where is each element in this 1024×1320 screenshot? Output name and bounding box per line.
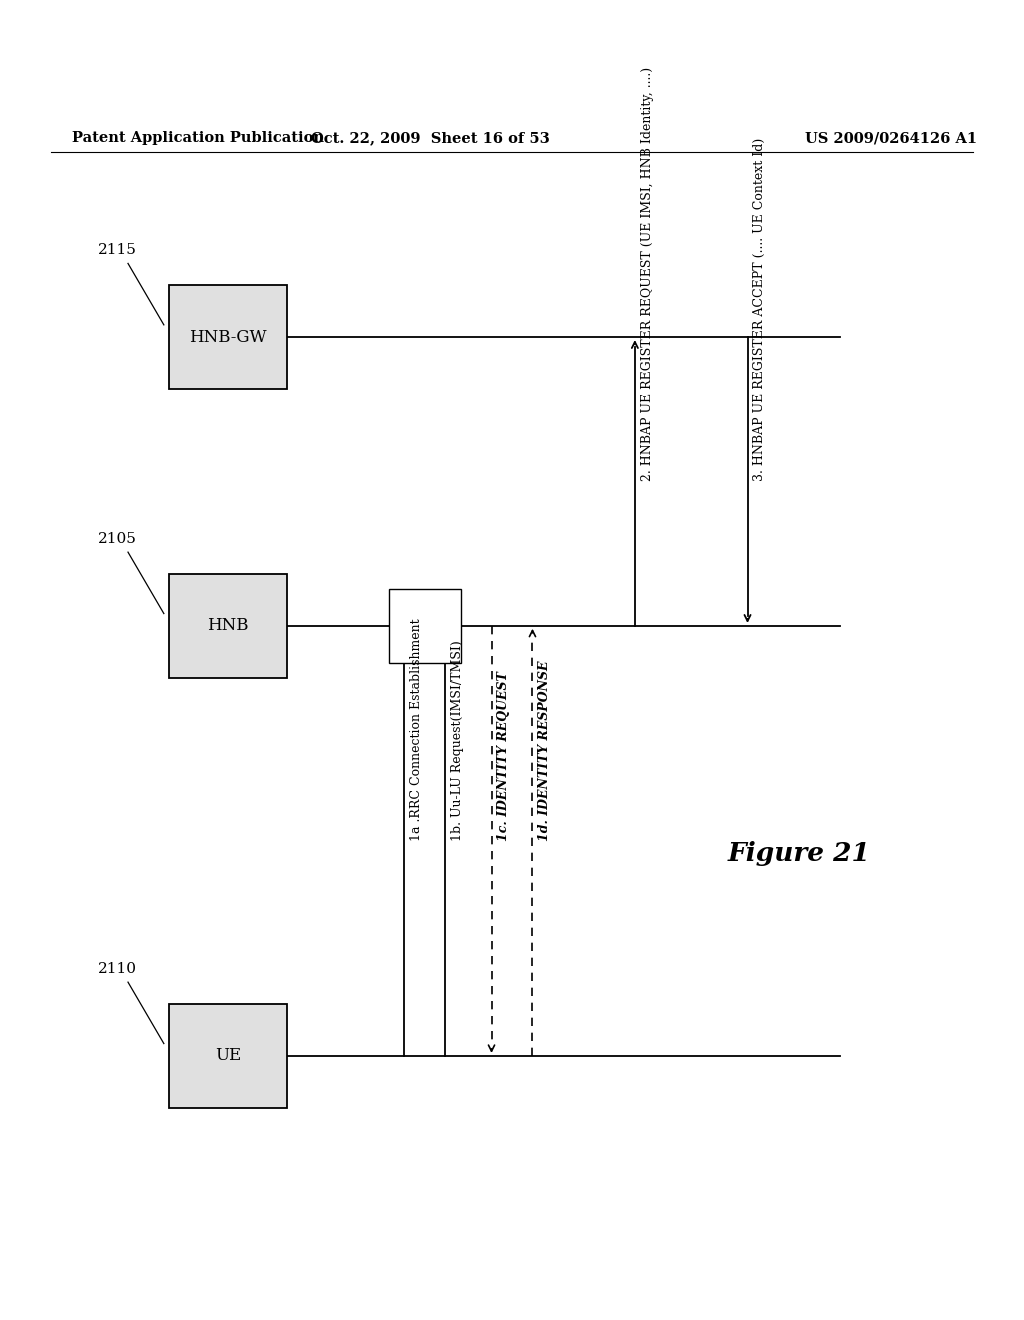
Text: 2. HNBAP UE REGISTER REQUEST (UE IMSI, HNB Identity, ....): 2. HNBAP UE REGISTER REQUEST (UE IMSI, H… (641, 67, 653, 482)
Text: 1d. IDENTITY RESPONSE: 1d. IDENTITY RESPONSE (539, 660, 551, 841)
Text: UE: UE (215, 1047, 241, 1064)
Text: Patent Application Publication: Patent Application Publication (72, 131, 324, 145)
Text: 1c. IDENTITY REQUEST: 1c. IDENTITY REQUEST (498, 671, 510, 841)
Bar (169, 574, 287, 678)
Text: 1b. Uu-LU Request(IMSI/TMSI): 1b. Uu-LU Request(IMSI/TMSI) (452, 640, 464, 841)
Bar (389, 589, 461, 663)
Text: US 2009/0264126 A1: US 2009/0264126 A1 (805, 131, 977, 145)
Text: 1a .RRC Connection Establishment: 1a .RRC Connection Establishment (411, 618, 423, 841)
Text: 2115: 2115 (98, 243, 137, 257)
Text: 3. HNBAP UE REGISTER ACCEPT (.... UE Context Id): 3. HNBAP UE REGISTER ACCEPT (.... UE Con… (754, 139, 766, 482)
Bar (169, 285, 287, 389)
Text: HNB-GW: HNB-GW (189, 329, 266, 346)
Bar (169, 1003, 287, 1107)
Text: Oct. 22, 2009  Sheet 16 of 53: Oct. 22, 2009 Sheet 16 of 53 (310, 131, 550, 145)
Text: 2110: 2110 (98, 962, 137, 975)
Text: Figure 21: Figure 21 (727, 841, 870, 866)
Text: HNB: HNB (207, 618, 249, 635)
Text: 2105: 2105 (98, 532, 137, 546)
